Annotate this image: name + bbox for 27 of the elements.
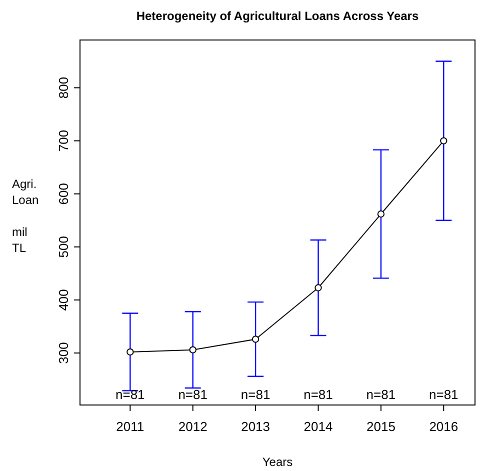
y-tick-label: 700 bbox=[56, 130, 71, 152]
point bbox=[126, 348, 134, 356]
x-axis-title: Years bbox=[262, 455, 293, 469]
annotation: n=81 bbox=[304, 387, 333, 402]
point bbox=[440, 137, 448, 144]
point bbox=[377, 210, 385, 218]
point bbox=[189, 346, 196, 354]
x-tick-label: 2015 bbox=[366, 418, 396, 434]
point bbox=[314, 284, 322, 292]
chart-title: Heterogeneity of Agricultural Loans Across Years bbox=[136, 9, 419, 23]
y-tick-label: 400 bbox=[56, 289, 71, 311]
x-tick-label: 2012 bbox=[178, 418, 208, 434]
x-tick-label: 2016 bbox=[429, 418, 458, 434]
y-tick-label: 600 bbox=[56, 183, 71, 205]
point bbox=[252, 336, 260, 343]
annotation: n=81 bbox=[240, 387, 270, 402]
x-tick-label: 2011 bbox=[116, 418, 144, 434]
x-tick-label: 2014 bbox=[304, 418, 333, 434]
y-tick-label: 300 bbox=[56, 342, 71, 364]
annotation: n=81 bbox=[178, 387, 208, 402]
annotation: n=81 bbox=[429, 387, 458, 402]
x-tick-label: 2013 bbox=[241, 418, 270, 434]
annotation: n=81 bbox=[366, 387, 396, 402]
y-tick-label: 800 bbox=[56, 76, 71, 99]
y-tick-label: 500 bbox=[56, 236, 71, 258]
annotation: n=81 bbox=[116, 387, 145, 402]
text: Agri. Loan mil TL bbox=[12, 177, 39, 255]
